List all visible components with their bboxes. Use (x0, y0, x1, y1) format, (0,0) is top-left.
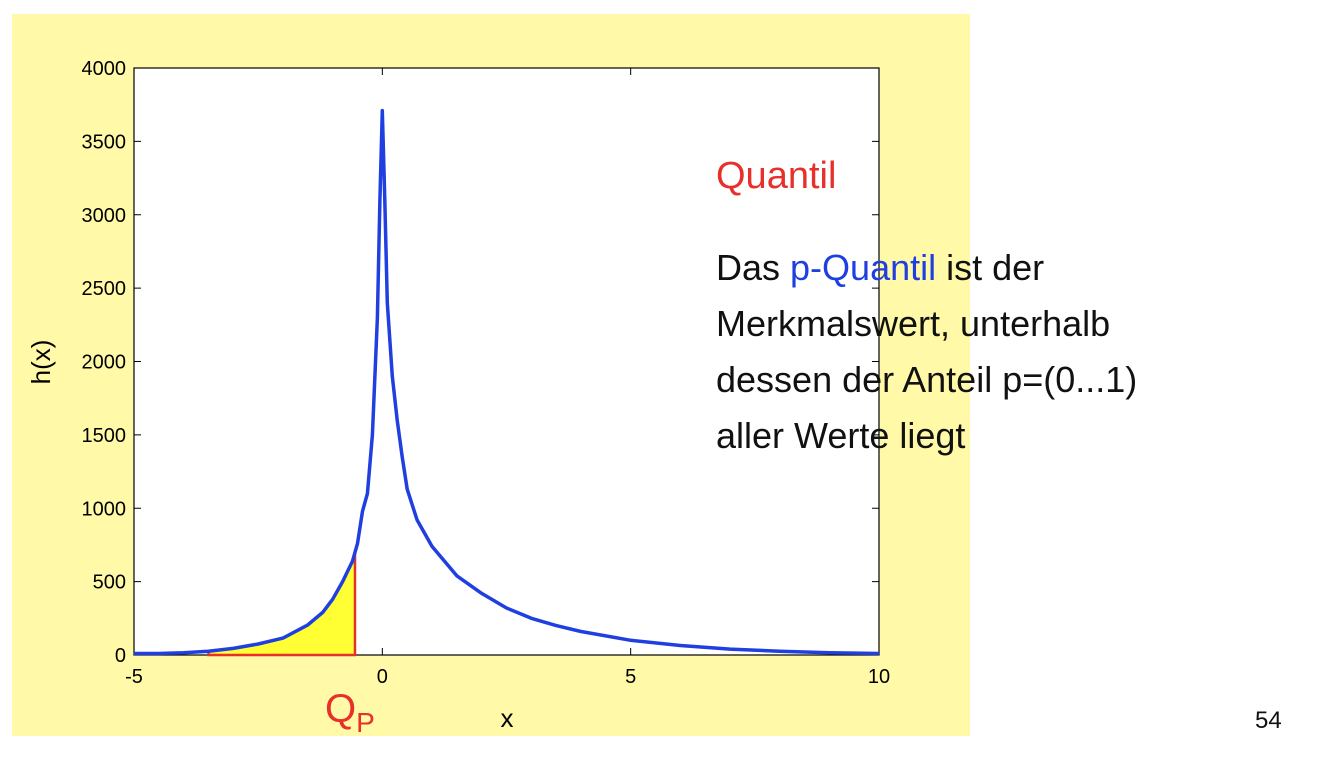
slide-heading: Quantil (716, 155, 837, 197)
x-tick-label: 10 (868, 666, 890, 688)
definition-line-1: Das p-Quantil ist der (716, 240, 1316, 296)
plot-area (133, 67, 880, 656)
y-tick-label: 2000 (82, 352, 127, 374)
quantile-label: QP (325, 687, 375, 738)
page-number: 54 (1255, 707, 1282, 734)
x-axis-label: x (501, 703, 514, 733)
definition-text: Das p-Quantil ist der Merkmalswert, unte… (716, 240, 1316, 464)
p-quantil-term: p-Quantil (790, 247, 937, 288)
series-line (134, 108, 880, 656)
y-axis-label: h(x) (26, 340, 56, 385)
y-tick-label: 4000 (82, 58, 127, 80)
x-tick-label: -5 (125, 666, 143, 688)
definition-line-1-end: ist der (936, 247, 1045, 288)
definition-text-before: Das (716, 247, 791, 288)
quantile-label-main: Q (325, 687, 356, 731)
y-tick-label: 1000 (82, 498, 127, 520)
y-tick-label: 2500 (82, 278, 127, 300)
definition-line-4: aller Werte liegt (716, 415, 966, 456)
y-tick-label: 3500 (82, 131, 127, 153)
definition-line-2: Merkmalswert, unterhalb (716, 303, 1111, 344)
y-tick-label: 1500 (82, 425, 127, 447)
x-axis-ticks: -5 0 5 10 (125, 68, 890, 688)
y-tick-label: 500 (93, 572, 126, 594)
definition-line-3: dessen der Anteil p=(0...1) (716, 359, 1138, 400)
y-tick-label: 3000 (82, 205, 127, 227)
y-tick-label: 0 (115, 645, 126, 667)
quantile-label-subscript: P (356, 707, 375, 738)
x-tick-label: 0 (377, 666, 388, 688)
x-tick-label: 5 (625, 666, 636, 688)
y-axis-ticks: 0 500 1000 1500 2000 2500 3000 3500 4000 (82, 58, 879, 667)
